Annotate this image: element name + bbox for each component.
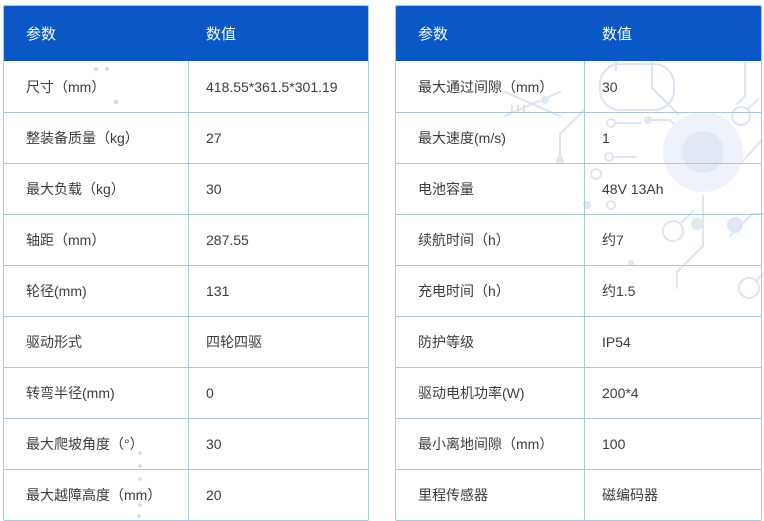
value-cell: 27 xyxy=(206,130,222,146)
value-cell: IP54 xyxy=(602,334,631,350)
value-cell: 0 xyxy=(206,385,214,401)
table-row: 整装备质量（kg） 27 xyxy=(4,112,368,163)
value-cell: 30 xyxy=(206,436,222,452)
param-cell: 最大爬坡角度（°） xyxy=(4,419,189,469)
param-cell: 最大速度(m/s) xyxy=(396,113,585,163)
table-row: 轴距（mm） 287.55 xyxy=(4,214,368,265)
table-body: 尺寸（mm） 418.55*361.5*301.19 整装备质量（kg） 27 … xyxy=(4,61,368,520)
table-row: 防护等级 IP54 xyxy=(396,316,761,367)
param-cell: 里程传感器 xyxy=(396,470,585,520)
value-cell: 30 xyxy=(602,78,618,95)
table-row: 最大速度(m/s) 1 xyxy=(396,112,761,163)
table-row: 驱动形式 四轮四驱 xyxy=(4,316,368,367)
header-cell-value: 数值 xyxy=(206,26,237,43)
value-cell: 磁编码器 xyxy=(602,487,658,503)
table-row: 轮径(mm) 131 xyxy=(4,265,368,316)
value-cell: 100 xyxy=(602,436,626,452)
value-cell: 30 xyxy=(206,181,222,197)
param-cell: 尺寸（mm） xyxy=(4,61,189,112)
param-cell: 防护等级 xyxy=(396,317,585,367)
value-cell: 418.55*361.5*301.19 xyxy=(206,78,338,95)
value-cell: 约7 xyxy=(602,232,624,248)
value-cell: 1 xyxy=(602,130,610,146)
table-row: 里程传感器 磁编码器 xyxy=(396,469,761,520)
value-cell: 约1.5 xyxy=(602,283,636,299)
value-cell: 20 xyxy=(206,487,222,503)
param-cell: 最小离地间隙（mm） xyxy=(396,419,585,469)
value-cell: 131 xyxy=(206,283,230,299)
param-cell: 驱动形式 xyxy=(4,317,189,367)
table-row: 电池容量 48V 13Ah xyxy=(396,163,761,214)
table-row: 最大负载（kg） 30 xyxy=(4,163,368,214)
table-row: 续航时间（h） 约7 xyxy=(396,214,761,265)
header-cell-param: 参数 xyxy=(418,26,449,43)
table-body: 最大通过间隙（mm） 30 最大速度(m/s) 1 电池容量 48V 13Ah … xyxy=(396,61,761,520)
param-cell: 最大通过间隙（mm） xyxy=(396,61,585,112)
param-cell: 最大负载（kg） xyxy=(4,164,189,214)
param-cell: 充电时间（h） xyxy=(396,266,585,316)
table-row: 最大越障高度（mm） 20 xyxy=(4,469,368,520)
param-cell: 最大越障高度（mm） xyxy=(4,470,189,520)
table-row: 最小离地间隙（mm） 100 xyxy=(396,418,761,469)
table-header: 参数 数值 xyxy=(396,6,761,61)
param-cell: 轮径(mm) xyxy=(4,266,189,316)
header-cell-param: 参数 xyxy=(26,26,57,43)
table-header: 参数 数值 xyxy=(4,6,368,61)
param-cell: 续航时间（h） xyxy=(396,215,585,265)
table-row: 充电时间（h） 约1.5 xyxy=(396,265,761,316)
value-cell: 287.55 xyxy=(206,232,249,248)
table-row: 转弯半径(mm) 0 xyxy=(4,367,368,418)
param-cell: 转弯半径(mm) xyxy=(4,368,189,418)
value-cell: 200*4 xyxy=(602,385,639,401)
param-cell: 电池容量 xyxy=(396,164,585,214)
table-row: 最大通过间隙（mm） 30 xyxy=(396,61,761,112)
param-cell: 整装备质量（kg） xyxy=(4,113,189,163)
spec-table-right: 参数 数值 最大通过间隙（mm） 30 最大速度(m/s) 1 电池容量 48V… xyxy=(395,5,762,521)
spec-table-left: 参数 数值 尺寸（mm） 418.55*361.5*301.19 整装备质量（k… xyxy=(3,5,369,521)
header-cell-value: 数值 xyxy=(602,26,633,43)
table-row: 最大爬坡角度（°） 30 xyxy=(4,418,368,469)
table-row: 驱动电机功率(W) 200*4 xyxy=(396,367,761,418)
value-cell: 48V 13Ah xyxy=(602,181,664,197)
param-cell: 轴距（mm） xyxy=(4,215,189,265)
value-cell: 四轮四驱 xyxy=(206,334,262,350)
param-cell: 驱动电机功率(W) xyxy=(396,368,585,418)
table-row: 尺寸（mm） 418.55*361.5*301.19 xyxy=(4,61,368,112)
